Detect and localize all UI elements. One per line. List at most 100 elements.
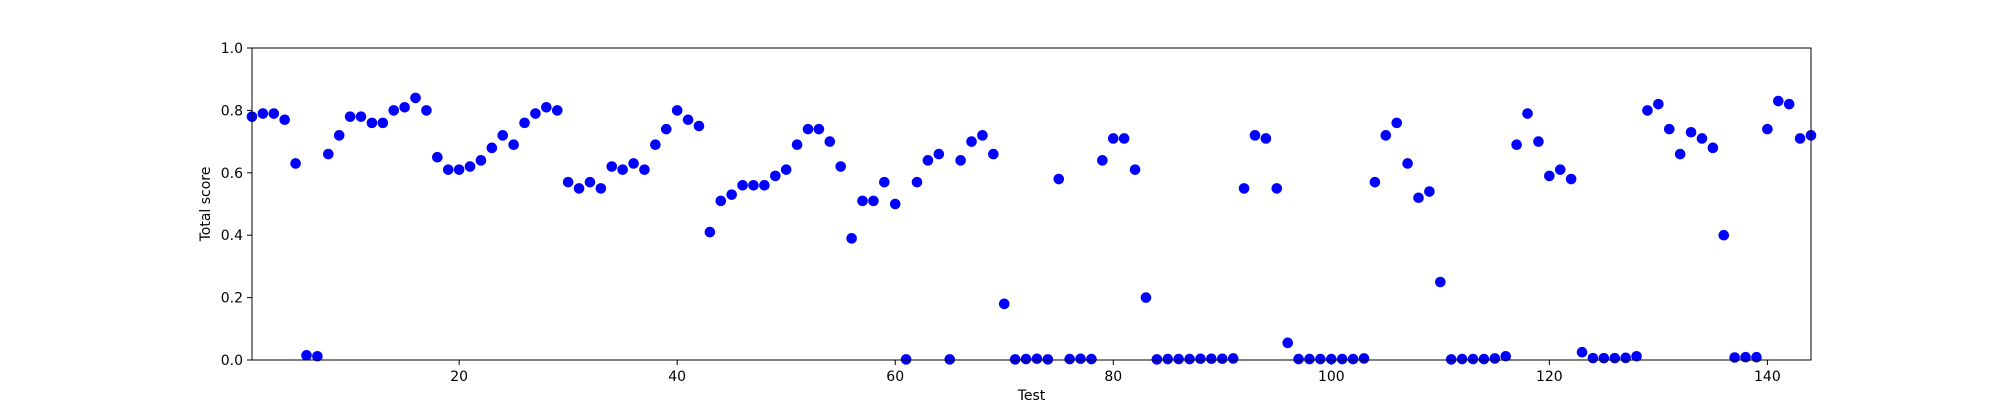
data-point [1173, 353, 1184, 365]
data-point [453, 164, 465, 175]
data-point [1783, 98, 1795, 110]
data-point [682, 114, 694, 126]
data-point [573, 183, 585, 194]
data-point [257, 108, 269, 119]
data-point [497, 130, 509, 141]
data-point [1086, 353, 1097, 365]
data-point [660, 123, 672, 135]
data-point [693, 120, 705, 132]
data-point [1358, 353, 1370, 364]
data-point [1663, 123, 1675, 135]
y-tick-label: 0.8 [221, 103, 243, 119]
data-point [1554, 164, 1566, 175]
data-point [1653, 98, 1664, 110]
data-point [584, 176, 596, 188]
data-point [628, 158, 639, 169]
data-point [1304, 353, 1315, 365]
data-point [355, 111, 367, 122]
data-point [889, 198, 901, 210]
data-point [770, 170, 781, 182]
data-point [988, 148, 999, 160]
data-point [1620, 352, 1631, 364]
data-point [1031, 353, 1043, 365]
data-point [824, 136, 836, 147]
data-point [1762, 123, 1773, 135]
data-point [312, 350, 323, 362]
data-point [1271, 183, 1283, 194]
data-point [442, 164, 454, 175]
data-point [508, 139, 519, 151]
data-point [432, 151, 443, 163]
data-point [1685, 126, 1697, 138]
data-point [1042, 354, 1054, 365]
data-point [1511, 139, 1522, 151]
data-point [1249, 130, 1261, 141]
data-point [421, 105, 432, 116]
data-point [671, 105, 683, 116]
y-tick-label: 0.6 [221, 166, 243, 182]
data-point [1227, 353, 1239, 364]
data-point [519, 117, 530, 129]
data-point [1195, 353, 1206, 365]
data-point [911, 176, 923, 188]
data-point [1631, 350, 1642, 362]
data-point [977, 130, 988, 141]
data-point [486, 142, 498, 154]
data-point [1500, 350, 1512, 362]
data-point [868, 195, 879, 207]
data-point [737, 179, 748, 191]
data-point [1456, 353, 1468, 365]
x-tick-label: 100 [1318, 369, 1345, 385]
data-point [344, 111, 356, 122]
data-point [1326, 353, 1337, 365]
data-point [1097, 155, 1108, 166]
data-point [399, 101, 410, 113]
data-point [617, 164, 628, 175]
data-point [1053, 173, 1065, 185]
data-point [1544, 170, 1555, 182]
data-point [464, 161, 476, 172]
data-point [1740, 351, 1751, 363]
data-point [900, 354, 912, 365]
y-tick-label: 0.4 [221, 228, 243, 244]
data-point [1413, 192, 1424, 204]
data-point [1478, 353, 1490, 365]
data-point [475, 155, 487, 166]
data-point [1162, 353, 1174, 365]
data-point [966, 136, 977, 147]
x-tick-label: 120 [1536, 369, 1563, 385]
data-point [1576, 346, 1588, 358]
x-tick-label: 60 [886, 369, 904, 385]
data-point [377, 117, 389, 129]
data-point [1642, 105, 1653, 116]
data-point [944, 354, 956, 365]
data-point [301, 350, 312, 361]
data-point [802, 123, 814, 135]
data-point [551, 105, 563, 116]
data-point [1445, 354, 1457, 365]
data-point [1336, 353, 1348, 365]
data-point [846, 233, 857, 244]
points-layer [246, 92, 1817, 365]
data-point [1522, 108, 1533, 119]
data-point [1206, 353, 1217, 365]
data-point [1598, 352, 1610, 364]
data-point [1391, 117, 1403, 129]
data-point [562, 176, 574, 188]
data-point [1064, 353, 1075, 365]
data-point [1435, 276, 1446, 288]
data-point [1587, 352, 1599, 364]
y-tick-label: 0.0 [221, 353, 243, 369]
data-point [1424, 186, 1435, 197]
x-tick-label: 40 [668, 369, 686, 385]
x-axis-title: Test [1017, 388, 1046, 400]
data-point [650, 139, 661, 151]
data-point [268, 108, 280, 119]
data-point [1707, 142, 1719, 154]
data-point [1315, 353, 1326, 365]
data-point [933, 148, 945, 160]
data-point [835, 161, 847, 172]
plot-area-frame [251, 47, 1812, 361]
data-point [998, 298, 1010, 310]
